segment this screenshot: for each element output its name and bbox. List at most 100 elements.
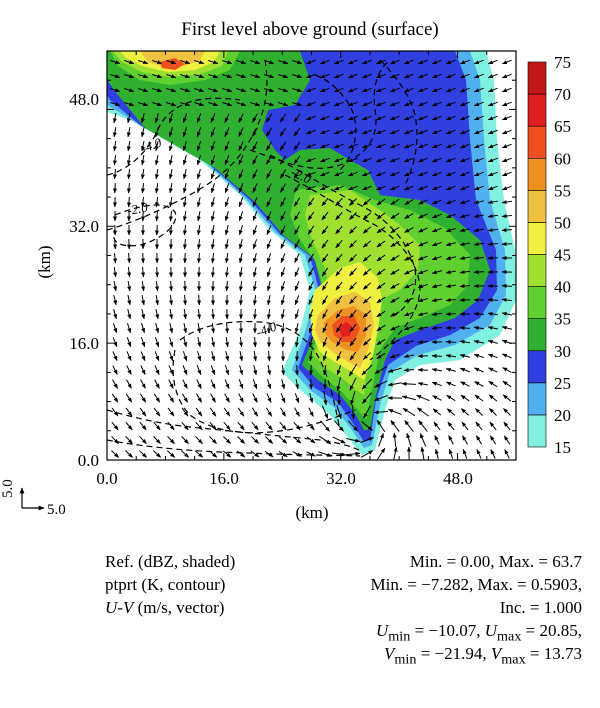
wind-vector bbox=[347, 129, 358, 135]
v-max-sub: max bbox=[501, 651, 526, 668]
wind-vector bbox=[417, 340, 429, 345]
wind-vector bbox=[431, 157, 442, 163]
wind-vector bbox=[475, 421, 483, 431]
wind-vector bbox=[266, 141, 272, 151]
wind-vector bbox=[183, 294, 188, 306]
colorbar-swatch bbox=[527, 222, 547, 255]
wind-vector bbox=[347, 101, 358, 107]
wind-vector bbox=[166, 88, 177, 93]
wind-vector bbox=[280, 211, 286, 221]
wind-vector bbox=[141, 323, 146, 334]
wind-vector bbox=[459, 129, 470, 135]
wind-vector bbox=[266, 197, 272, 207]
wind-vector bbox=[389, 87, 400, 93]
wind-vector bbox=[292, 436, 302, 444]
wind-vector bbox=[403, 143, 414, 149]
wind-vector bbox=[501, 283, 513, 288]
wind-vector bbox=[363, 352, 371, 360]
wind-vector bbox=[224, 379, 230, 390]
wind-vector bbox=[336, 351, 342, 361]
wind-vector bbox=[138, 60, 149, 65]
wind-vector bbox=[266, 281, 271, 292]
wind-vector bbox=[390, 419, 400, 432]
wind-vector bbox=[322, 295, 328, 305]
wind-vector bbox=[236, 102, 247, 107]
wind-vector bbox=[375, 101, 386, 107]
wind-vector bbox=[222, 74, 233, 79]
x-tick-label: 32.0 bbox=[326, 469, 356, 488]
wind-vector bbox=[294, 295, 300, 306]
wind-vector bbox=[294, 407, 300, 417]
wind-vector bbox=[501, 59, 512, 65]
y-axis-title: (km) bbox=[35, 245, 54, 278]
wind-vectors bbox=[110, 59, 513, 460]
wind-vector bbox=[362, 268, 372, 276]
stats-u: Umin = −10.07, Umax = 20.85, bbox=[300, 619, 582, 644]
contour-line bbox=[179, 321, 341, 431]
wind-vector bbox=[154, 141, 159, 152]
wind-vector bbox=[374, 366, 388, 374]
wind-vector bbox=[376, 254, 386, 262]
wind-vector bbox=[403, 101, 414, 107]
wind-vector bbox=[141, 252, 146, 264]
wind-vector bbox=[346, 438, 361, 443]
wind-vector bbox=[239, 365, 244, 376]
wind-vector bbox=[419, 433, 427, 447]
ptprt-contours bbox=[107, 59, 421, 457]
wind-vector bbox=[295, 378, 300, 390]
wind-vector bbox=[319, 129, 330, 135]
wind-vector bbox=[417, 269, 428, 275]
wind-vector bbox=[431, 312, 443, 317]
wind-vector bbox=[501, 311, 513, 316]
wind-vector bbox=[266, 211, 272, 222]
wind-vector bbox=[501, 101, 512, 107]
wind-vector bbox=[309, 393, 314, 404]
wind-vector bbox=[208, 450, 218, 458]
wind-vector bbox=[431, 199, 442, 205]
wind-vector bbox=[197, 337, 202, 348]
wind-vector bbox=[375, 115, 386, 121]
wind-vector bbox=[375, 185, 386, 191]
wind-vector bbox=[448, 435, 454, 445]
wind-vector bbox=[473, 200, 484, 205]
wind-vector bbox=[210, 225, 215, 236]
wind-vector bbox=[347, 157, 358, 163]
wind-vector bbox=[362, 226, 372, 234]
wind-vector bbox=[460, 394, 470, 402]
wind-vector bbox=[238, 379, 244, 390]
colorbar-swatch bbox=[527, 125, 547, 159]
wind-vector bbox=[113, 252, 118, 264]
wind-vector bbox=[335, 253, 343, 263]
wind-vector bbox=[362, 324, 372, 332]
wind-vector bbox=[210, 238, 215, 250]
wind-vector bbox=[349, 295, 357, 305]
wind-vector bbox=[112, 323, 118, 334]
wind-vector bbox=[168, 365, 174, 376]
wind-vector bbox=[196, 210, 201, 222]
wind-vector bbox=[182, 155, 187, 166]
wind-vector bbox=[404, 213, 414, 219]
wind-vector bbox=[333, 115, 344, 121]
wind-vector bbox=[211, 351, 216, 362]
wind-vector bbox=[318, 451, 333, 457]
wind-vector bbox=[292, 102, 303, 107]
wind-vector bbox=[333, 129, 344, 135]
wind-vector bbox=[503, 421, 511, 431]
wind-vector bbox=[332, 436, 346, 444]
wind-vector bbox=[250, 450, 260, 458]
wind-vector bbox=[417, 101, 428, 107]
wind-vector bbox=[266, 225, 272, 236]
wind-vector bbox=[431, 381, 442, 387]
wind-vector bbox=[169, 337, 174, 348]
wind-vector bbox=[112, 337, 118, 348]
wind-vector bbox=[389, 129, 400, 135]
wind-vector bbox=[473, 59, 484, 65]
wind-vector bbox=[278, 88, 289, 93]
wind-vector bbox=[349, 226, 357, 234]
wind-vector bbox=[460, 408, 470, 416]
wind-vector bbox=[459, 59, 470, 65]
wind-vector bbox=[445, 353, 457, 358]
wind-vector bbox=[363, 405, 371, 419]
wind-vector bbox=[431, 227, 442, 233]
wind-vector bbox=[168, 379, 174, 389]
